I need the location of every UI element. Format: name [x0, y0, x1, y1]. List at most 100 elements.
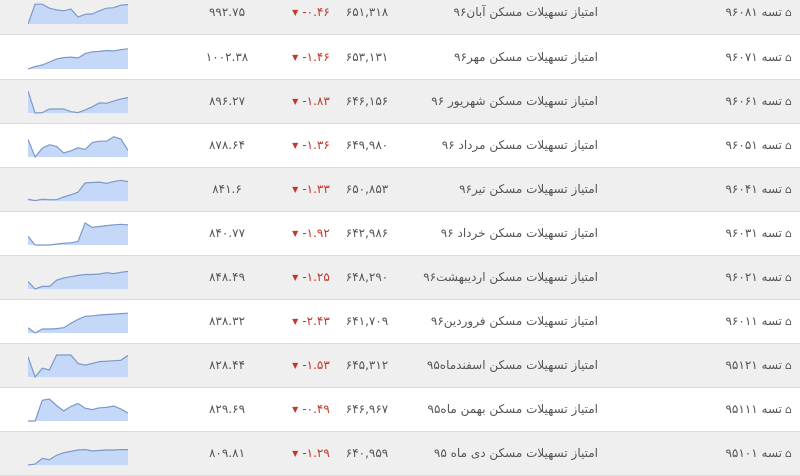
change-cell: ▼ -۱.۲۵ [284, 256, 338, 299]
price-cell: ۶۴۱,۷۰۹ [345, 314, 389, 328]
change-cell: ▼ -۱.۹۲ [284, 212, 338, 255]
name-cell: امتیاز تسهیلات مسکن آبان۹۶ [453, 5, 598, 19]
triangle-down-icon: ▼ [292, 317, 299, 326]
home-icon: ⌂ [785, 271, 792, 284]
sparkline-line [28, 180, 128, 200]
price-cell: ۶۴۵,۳۱۲ [345, 358, 389, 372]
sparkline-area [28, 48, 128, 69]
home-icon: ⌂ [785, 6, 792, 19]
symbol-text[interactable]: تسه ۹۶۰۳۱ [725, 226, 783, 240]
sparkline-chart [28, 442, 128, 466]
table-row[interactable]: ⌂تسه ۹۶۰۱۱ امتیاز تسهیلات مسکن فروردین۹۶ ۶… [0, 300, 800, 344]
price-cell: ۶۴۶,۱۵۶ [345, 94, 389, 108]
change-cell: ▼ -۲.۴۳ [284, 300, 338, 343]
sparkline-area [28, 355, 128, 377]
table-row[interactable]: ⌂تسه ۹۵۱۱۱ امتیاز تسهیلات مسکن بهمن ماه۹۵… [0, 388, 800, 432]
name-cell: امتیاز تسهیلات مسکن فروردین۹۶ [430, 314, 598, 328]
sparkline-chart [28, 178, 128, 202]
triangle-down-icon: ▼ [292, 449, 299, 458]
name-cell: امتیاز تسهیلات مسکن اردیبهشت۹۶ [423, 270, 598, 284]
sparkline-area [28, 449, 128, 465]
symbol-cell[interactable]: ⌂تسه ۹۶۰۲۱ [725, 256, 792, 299]
sparkline-line [28, 313, 128, 333]
symbol-cell[interactable]: ⌂تسه ۹۶۰۴۱ [725, 168, 792, 211]
sparkline-chart [28, 310, 128, 334]
symbol-cell[interactable]: ⌂تسه ۹۵۱۰۱ [725, 432, 792, 475]
symbol-text[interactable]: تسه ۹۶۰۶۱ [725, 94, 783, 108]
symbol-text[interactable]: تسه ۹۶۰۸۱ [725, 5, 783, 19]
change-cell: ▼ -۱.۳۳ [284, 168, 338, 211]
symbol-cell[interactable]: ⌂تسه ۹۶۰۱۱ [725, 300, 792, 343]
symbol-text[interactable]: تسه ۹۶۰۷۱ [725, 50, 783, 64]
symbol-text[interactable]: تسه ۹۶۰۱۱ [725, 314, 783, 328]
change-cell: ▼ -۱.۲۹ [284, 432, 338, 475]
sparkline-line [28, 355, 128, 377]
home-icon: ⌂ [785, 51, 792, 64]
symbol-cell[interactable]: ⌂تسه ۹۶۰۳۱ [725, 212, 792, 255]
table-row[interactable]: ⌂تسه ۹۶۰۲۱ امتیاز تسهیلات مسکن اردیبهشت۹۶… [0, 256, 800, 300]
change-value: -۱.۸۳ [302, 94, 330, 108]
symbol-cell[interactable]: ⌂تسه ۹۵۱۲۱ [725, 344, 792, 387]
change-cell: ▼ -۱.۸۳ [284, 80, 338, 123]
sparkline-area [28, 399, 128, 421]
symbol-text[interactable]: تسه ۹۵۱۱۱ [725, 402, 783, 416]
table-row[interactable]: ⌂تسه ۹۶۰۷۱ امتیاز تسهیلات مسکن مهر۹۶ ۶۵۳,۱… [0, 36, 800, 80]
table-row[interactable]: ⌂تسه ۹۶۰۴۱ امتیاز تسهیلات مسکن تیر۹۶ ۶۵۰,۸… [0, 168, 800, 212]
symbol-text[interactable]: تسه ۹۵۱۲۱ [725, 358, 783, 372]
name-cell: امتیاز تسهیلات مسکن بهمن ماه۹۵ [427, 402, 598, 416]
last-value-cell: ۸۷۸.۶۴ [208, 138, 246, 152]
last-value-cell: ۸۴۸.۴۹ [208, 270, 246, 284]
symbol-cell[interactable]: ⌂تسه ۹۶۰۶۱ [725, 80, 792, 123]
name-cell: امتیاز تسهیلات مسکن اسفندماه۹۵ [426, 358, 598, 372]
price-cell: ۶۴۶,۹۶۷ [345, 402, 389, 416]
triangle-down-icon: ▼ [292, 97, 299, 106]
triangle-down-icon: ▼ [292, 273, 299, 282]
symbol-text[interactable]: تسه ۹۶۰۲۱ [725, 270, 783, 284]
sparkline-area [28, 313, 128, 333]
price-cell: ۶۴۹,۹۸۰ [345, 138, 389, 152]
last-value-cell: ۸۳۸.۳۲ [208, 314, 246, 328]
change-value: -۱.۵۳ [302, 358, 330, 372]
home-icon: ⌂ [785, 227, 792, 240]
change-cell: ▼ -۱.۴۶ [284, 36, 338, 79]
table-row[interactable]: ⌂تسه ۹۵۱۰۱ امتیاز تسهیلات مسکن دی ماه ۹۵ ۶… [0, 432, 800, 476]
table-row[interactable]: ⌂تسه ۹۶۰۳۱ امتیاز تسهیلات مسکن خرداد ۹۶ ۶۴… [0, 212, 800, 256]
last-value-cell: ۸۲۸.۴۴ [208, 358, 246, 372]
name-cell: امتیاز تسهیلات مسکن تیر۹۶ [459, 182, 598, 196]
change-cell: ▼ -۰.۴۹ [284, 388, 338, 431]
last-value-cell: ۸۲۹.۶۹ [208, 402, 246, 416]
symbol-cell[interactable]: ⌂تسه ۹۶۰۸۱ [725, 0, 792, 34]
change-value: -۰.۴۶ [302, 5, 330, 19]
change-value: -۱.۴۶ [302, 50, 330, 64]
last-value-cell: ۸۴۰.۷۷ [208, 226, 246, 240]
triangle-down-icon: ▼ [292, 185, 299, 194]
symbol-cell[interactable]: ⌂تسه ۹۶۰۵۱ [725, 124, 792, 167]
change-value: -۱.۳۳ [302, 182, 330, 196]
sparkline-area [28, 223, 128, 245]
symbol-cell[interactable]: ⌂تسه ۹۶۰۷۱ [725, 36, 792, 79]
symbol-text[interactable]: تسه ۹۵۱۰۱ [725, 446, 783, 460]
sparkline-chart [28, 266, 128, 290]
change-value: -۰.۴۹ [302, 402, 330, 416]
symbol-cell[interactable]: ⌂تسه ۹۵۱۱۱ [725, 388, 792, 431]
change-value: -۱.۲۹ [302, 446, 330, 460]
last-value-cell: ۸۴۱.۶ [212, 182, 242, 196]
sparkline-chart [28, 90, 128, 114]
table-row[interactable]: ⌂تسه ۹۶۰۸۱ امتیاز تسهیلات مسکن آبان۹۶ ۶۵۱,… [0, 0, 800, 35]
symbol-text[interactable]: تسه ۹۶۰۴۱ [725, 182, 783, 196]
table-row[interactable]: ⌂تسه ۹۵۱۲۱ امتیاز تسهیلات مسکن اسفندماه۹۵… [0, 344, 800, 388]
triangle-down-icon: ▼ [292, 8, 299, 17]
last-value-cell: ۱۰۰۲.۳۸ [205, 50, 249, 64]
symbol-text[interactable]: تسه ۹۶۰۵۱ [725, 138, 783, 152]
sparkline-chart [28, 222, 128, 246]
home-icon: ⌂ [785, 447, 792, 460]
sparkline-chart [28, 1, 128, 25]
price-cell: ۶۵۱,۳۱۸ [345, 5, 389, 19]
last-value-cell: ۹۹۲.۷۵ [208, 5, 246, 19]
change-cell: ▼ -۱.۵۳ [284, 344, 338, 387]
home-icon: ⌂ [785, 315, 792, 328]
change-value: -۱.۲۵ [302, 270, 330, 284]
table-row[interactable]: ⌂تسه ۹۶۰۶۱ امتیاز تسهیلات مسکن شهریور ۹۶ ۶… [0, 80, 800, 124]
table-row[interactable]: ⌂تسه ۹۶۰۵۱ امتیاز تسهیلات مسکن مرداد ۹۶ ۶۴… [0, 124, 800, 168]
